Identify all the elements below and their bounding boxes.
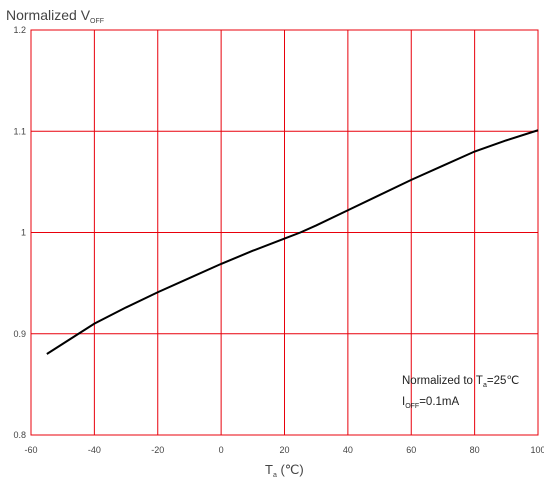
x-tick-label: 40 xyxy=(343,445,353,455)
tick-labels: -60 -40 -20 0 20 40 60 80 100 0.8 0.9 1 1.1 1.2 xyxy=(13,25,544,455)
x-tick-label: -20 xyxy=(151,445,164,455)
annotation-line-1: Normalized to Ta=25℃ xyxy=(402,375,519,389)
x-tick-label: 0 xyxy=(219,445,224,455)
x-tick-label: 80 xyxy=(470,445,480,455)
y-tick-label: 0.8 xyxy=(13,430,26,440)
y-axis-label: Normalized VOFF xyxy=(6,7,104,25)
y-tick-label: 1 xyxy=(21,228,26,238)
series-line xyxy=(46,129,539,355)
x-tick-label: -40 xyxy=(88,445,101,455)
annotation-line-2: IOFF=0.1mA xyxy=(402,396,459,410)
annotation: Normalized to Ta=25℃ IOFF=0.1mA xyxy=(402,375,519,410)
y-tick-label: 0.9 xyxy=(13,329,26,339)
x-tick-label: 100 xyxy=(530,445,544,455)
x-tick-label: -60 xyxy=(24,445,37,455)
y-tick-label: 1.1 xyxy=(13,126,26,136)
plot-frame xyxy=(30,29,539,436)
x-axis-label: Ta (℃) xyxy=(265,462,304,479)
y-tick-label: 1.2 xyxy=(13,25,26,35)
x-tick-label: 20 xyxy=(279,445,289,455)
x-tick-label: 60 xyxy=(406,445,416,455)
